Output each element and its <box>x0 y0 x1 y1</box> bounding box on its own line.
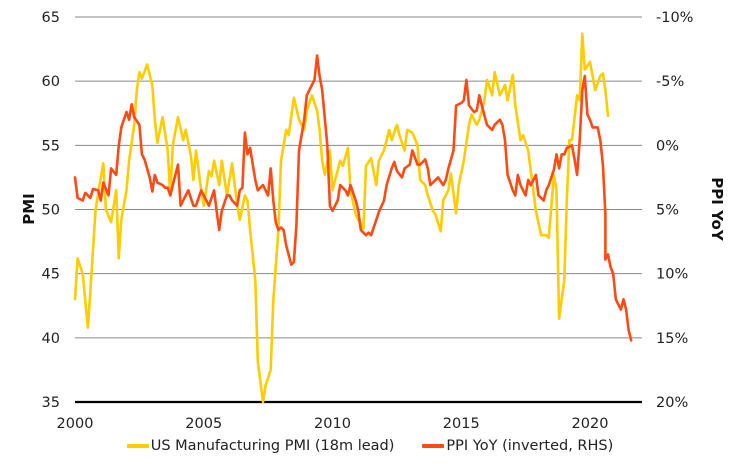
legend-label-ppi: PPI YoY (inverted, RHS) <box>446 438 614 454</box>
series-line-pmi <box>73 32 610 404</box>
x-tick-label: 2000 <box>57 416 94 432</box>
y-tick-label: 45 <box>42 267 60 283</box>
y-tick-label: 60 <box>42 74 60 90</box>
legend-swatch-ppi <box>422 444 445 448</box>
y-axis-title: PMI <box>20 193 38 225</box>
x-axis: 2000 2005 2010 2015 2020 <box>57 416 609 432</box>
y2-tick-label: -5% <box>656 74 684 90</box>
y-axis-left: 65 60 55 50 45 40 35 <box>42 10 60 411</box>
y2-tick-label: 20% <box>656 395 688 411</box>
series-group <box>73 32 633 404</box>
x-tick-label: 2005 <box>185 416 222 432</box>
gridlines <box>75 16 642 404</box>
x-tick-label: 2020 <box>572 416 609 432</box>
y2-tick-label: 10% <box>656 267 688 283</box>
legend: US Manufacturing PMI (18m lead) PPI YoY … <box>0 438 740 454</box>
legend-label-pmi: US Manufacturing PMI (18m lead) <box>150 438 395 454</box>
y2-tick-label: -10% <box>656 10 693 26</box>
legend-item-ppi: PPI YoY (inverted, RHS) <box>422 438 613 454</box>
y-tick-label: 55 <box>42 138 60 154</box>
legend-swatch-pmi <box>126 444 149 448</box>
y-tick-label: 65 <box>42 10 60 26</box>
y2-tick-label: 15% <box>656 331 688 347</box>
y2-tick-label: 5% <box>656 203 679 219</box>
x-tick-label: 2010 <box>314 416 351 432</box>
y-tick-label: 40 <box>42 331 60 347</box>
y2-tick-label: 0% <box>656 138 679 154</box>
y-tick-label: 35 <box>42 395 60 411</box>
series-line-ppi <box>73 54 633 342</box>
legend-item-pmi: US Manufacturing PMI (18m lead) <box>126 438 395 454</box>
y2-axis-title: PPI YoY <box>708 177 726 242</box>
y-tick-label: 50 <box>42 203 60 219</box>
y-axis-right: -10% -5% 0% 5% 10% 15% 20% <box>656 10 693 411</box>
x-tick-label: 2015 <box>443 416 480 432</box>
